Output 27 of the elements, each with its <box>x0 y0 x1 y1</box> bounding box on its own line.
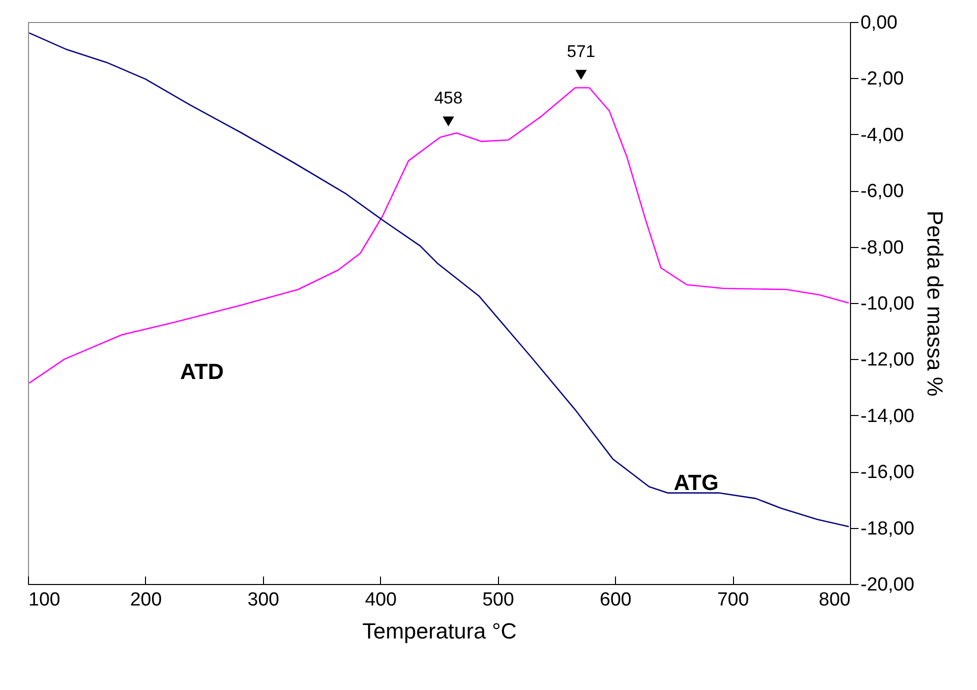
y-tick-label: -20,00 <box>860 574 914 596</box>
y-tick-label: 0,00 <box>860 12 898 34</box>
series-label: ATD <box>180 358 224 384</box>
y-tick-label: -14,00 <box>860 406 914 427</box>
y-tick-label: -2,00 <box>860 68 904 90</box>
annotation: 571 <box>566 42 596 61</box>
x-tick-label: 800 <box>818 590 850 610</box>
series-label: ATG <box>674 470 719 495</box>
x-tick-label: 600 <box>600 590 632 610</box>
y-tick-label: -4,00 <box>860 124 904 146</box>
x-axis-title: Temperatura °C <box>362 618 517 644</box>
x-tick-label: 200 <box>130 590 162 610</box>
x-tick-label: 300 <box>248 590 280 610</box>
y-tick-label: -12,00 <box>860 350 914 371</box>
x-tick-label: 100 <box>28 590 60 610</box>
annotation: 458 <box>434 88 463 108</box>
x-tick-label: 400 <box>364 590 397 610</box>
x-tick-label: 700 <box>717 590 749 610</box>
line-series <box>28 87 850 384</box>
y-axis-title: Perda de massa % <box>922 210 948 396</box>
x-tick-label: 500 <box>482 590 514 610</box>
y-tick-label: -8,00 <box>860 237 904 258</box>
line-series <box>28 32 850 528</box>
y-tick-label: -6,00 <box>860 181 904 202</box>
y-tick-label: -18,00 <box>860 518 914 540</box>
y-tick-label: -16,00 <box>860 462 914 484</box>
y-tick-label: -10,00 <box>860 294 914 314</box>
